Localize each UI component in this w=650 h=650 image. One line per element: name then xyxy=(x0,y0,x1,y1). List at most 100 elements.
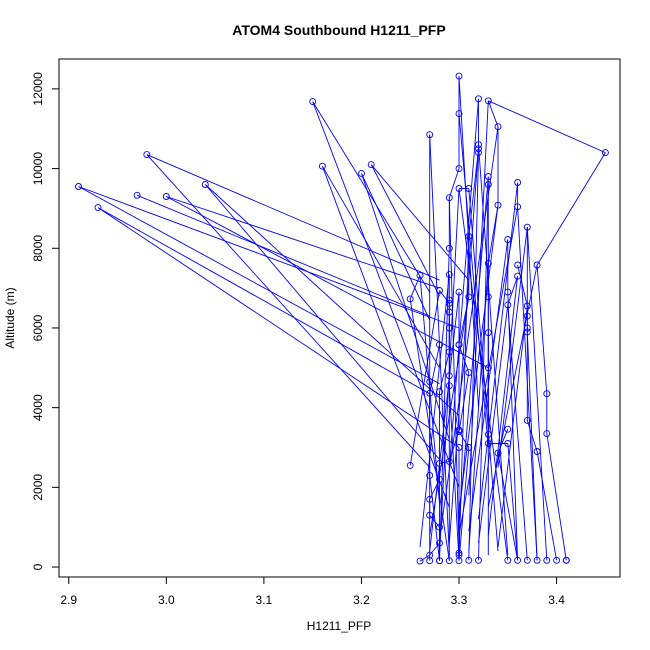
x-axis-label: H1211_PFP xyxy=(307,619,371,633)
data-point xyxy=(465,232,473,240)
series-segment xyxy=(439,188,460,556)
data-point xyxy=(455,444,463,451)
data-point xyxy=(523,416,531,424)
series-segment xyxy=(439,126,499,540)
data-point xyxy=(445,271,453,279)
series-segment xyxy=(546,433,567,561)
chart-title: ATOM4 Southbound H1211_PFP xyxy=(232,22,445,38)
data-point xyxy=(514,179,522,186)
plot-frame xyxy=(58,58,621,578)
data-point xyxy=(465,556,473,564)
data-point xyxy=(436,388,443,396)
data-point xyxy=(455,72,463,80)
data-point xyxy=(484,364,492,372)
data-point xyxy=(543,430,551,438)
series-segment xyxy=(439,290,450,304)
data-point xyxy=(543,390,551,398)
data-point xyxy=(475,145,482,153)
data-point xyxy=(406,461,414,469)
data-point xyxy=(445,372,453,380)
x-tick-label: 3.4 xyxy=(548,593,565,607)
series-segment xyxy=(361,173,431,321)
series-segment xyxy=(468,263,489,552)
series-segment xyxy=(478,144,509,556)
data-point xyxy=(455,110,463,118)
y-tick-label: 6000 xyxy=(31,314,45,341)
data-point xyxy=(475,95,482,103)
data-point xyxy=(455,165,463,173)
y-tick-label: 4000 xyxy=(31,394,45,421)
series-segment xyxy=(507,276,519,306)
data-point xyxy=(436,475,443,483)
series-segment xyxy=(468,148,479,237)
data-point xyxy=(445,382,453,390)
data-point xyxy=(445,557,453,565)
series-segment xyxy=(507,443,519,561)
data-point xyxy=(455,288,463,296)
series-segment xyxy=(517,264,528,307)
data-point xyxy=(309,98,317,106)
series-segment xyxy=(448,168,460,198)
series-segment xyxy=(78,186,440,385)
series-segment xyxy=(312,101,460,488)
data-point xyxy=(162,193,170,200)
data-point xyxy=(484,440,492,447)
data-point xyxy=(436,341,443,349)
data-point xyxy=(416,271,424,279)
data-point xyxy=(484,329,492,337)
data-point xyxy=(514,556,522,564)
data-point xyxy=(455,551,463,559)
series-segment xyxy=(321,166,450,508)
series-segment xyxy=(204,184,440,460)
y-tick-label: 12000 xyxy=(31,72,45,106)
series-segment xyxy=(487,100,499,127)
series-segment xyxy=(507,304,528,561)
series-segment xyxy=(419,274,450,548)
series-segment xyxy=(409,275,421,300)
data-point xyxy=(504,556,512,564)
data-point xyxy=(426,471,434,479)
series-segment xyxy=(497,453,519,561)
series-segment xyxy=(497,227,528,468)
data-point xyxy=(504,425,512,433)
data-point xyxy=(494,449,502,457)
data-point xyxy=(445,324,453,332)
data-point xyxy=(445,299,453,307)
data-point xyxy=(504,301,512,309)
series-traces xyxy=(78,76,606,562)
y-tick-label: 10000 xyxy=(31,152,45,186)
data-point xyxy=(523,312,531,320)
series-segment xyxy=(448,148,479,544)
data-point xyxy=(484,293,492,301)
series-segment xyxy=(78,186,460,329)
data-point xyxy=(465,369,473,377)
data-point xyxy=(201,181,209,188)
data-point xyxy=(445,296,453,304)
data-point xyxy=(426,511,434,519)
x-tick-label: 3.0 xyxy=(158,593,175,607)
data-point xyxy=(494,201,502,209)
y-tick-label: 0 xyxy=(31,563,45,570)
data-point xyxy=(445,308,453,316)
data-point xyxy=(484,181,492,188)
data-point xyxy=(455,549,463,557)
data-point xyxy=(504,288,512,296)
series-segment xyxy=(478,304,509,544)
data-point xyxy=(562,556,570,564)
series-segment xyxy=(97,207,430,395)
data-point xyxy=(533,448,541,455)
data-point xyxy=(475,556,482,564)
series-segment xyxy=(429,292,460,552)
data-point xyxy=(436,557,443,565)
series-segment xyxy=(419,554,430,562)
data-point xyxy=(484,173,492,180)
series-segment xyxy=(448,98,479,468)
data-point xyxy=(426,557,434,565)
series-segment xyxy=(312,101,431,293)
data-point xyxy=(445,194,453,202)
series-segment xyxy=(458,113,489,448)
data-point xyxy=(75,183,82,190)
data-point xyxy=(426,389,434,397)
series-segment xyxy=(448,197,460,548)
data-point xyxy=(504,440,512,447)
